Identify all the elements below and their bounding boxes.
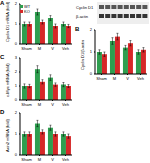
- svg-text:M: M: [38, 46, 41, 51]
- svg-text:c-Myc mRNA (fold): c-Myc mRNA (fold): [8, 63, 10, 97]
- svg-text:V: V: [51, 46, 54, 51]
- html-text:B: B: [75, 26, 80, 32]
- html-text:WT: WT: [24, 4, 31, 9]
- svg-text:M: M: [38, 157, 41, 162]
- html-text:KO: KO: [24, 9, 30, 14]
- svg-text:V: V: [51, 157, 54, 162]
- svg-text:0: 0: [15, 152, 18, 157]
- svg-text:0: 0: [15, 41, 18, 46]
- svg-text:1: 1: [15, 131, 18, 136]
- svg-text:Veh: Veh: [62, 46, 69, 51]
- svg-text:Sham: Sham: [21, 157, 32, 162]
- svg-text:1: 1: [90, 49, 93, 54]
- svg-text:M: M: [38, 102, 41, 107]
- svg-text:Sham: Sham: [21, 46, 32, 51]
- svg-text:M: M: [113, 76, 116, 81]
- svg-text:3: 3: [15, 55, 18, 60]
- svg-text:Veh: Veh: [62, 157, 69, 162]
- html-text:β-actin: β-actin: [76, 14, 89, 19]
- svg-text:Veh: Veh: [137, 76, 142, 81]
- svg-text:1: 1: [15, 21, 18, 26]
- svg-text:Cyclin D1/β-actin: Cyclin D1/β-actin: [80, 40, 85, 70]
- svg-text:2: 2: [15, 1, 18, 6]
- svg-text:2: 2: [15, 69, 18, 74]
- svg-text:Cyclin D1 mRNA (fold): Cyclin D1 mRNA (fold): [8, 1, 10, 42]
- html-text:D: D: [0, 109, 5, 115]
- svg-text:2: 2: [15, 110, 18, 115]
- html-text:Cyclin D1: Cyclin D1: [76, 5, 94, 10]
- svg-text:V: V: [51, 102, 54, 107]
- svg-text:Sham: Sham: [96, 76, 107, 81]
- svg-text:Veh: Veh: [62, 102, 69, 107]
- svg-text:Axin2 mRNA (fold): Axin2 mRNA (fold): [8, 118, 10, 152]
- svg-text:0: 0: [90, 71, 93, 76]
- svg-text:2: 2: [90, 27, 93, 32]
- svg-text:Sham: Sham: [21, 102, 32, 107]
- html-text:A: A: [0, 0, 5, 6]
- svg-text:1: 1: [15, 83, 18, 88]
- svg-text:V: V: [126, 76, 129, 81]
- html-text:C: C: [0, 54, 5, 60]
- svg-text:0: 0: [15, 97, 18, 102]
